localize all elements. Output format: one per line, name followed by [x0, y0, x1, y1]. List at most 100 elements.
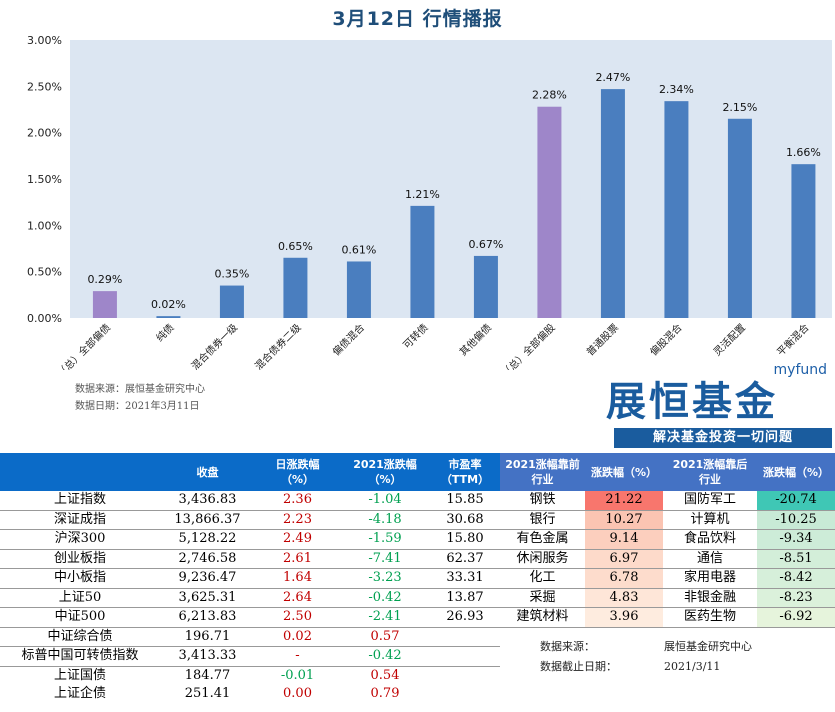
- top-change: 6.78: [585, 568, 663, 589]
- y-tick-label: 3.00%: [27, 34, 62, 47]
- logo-cn: 展恒基金: [606, 379, 778, 425]
- bar: [473, 255, 498, 318]
- index-name: 上证指数: [0, 491, 160, 511]
- close: 5,128.22: [160, 529, 255, 550]
- close: 6,213.83: [160, 607, 255, 628]
- bottom-industry: 食品饮料: [663, 529, 757, 550]
- top-industry: 建筑材料: [500, 607, 585, 628]
- data-label: 2.28%: [532, 89, 567, 102]
- index-table: 收盘 日涨跌幅 （%） 2021涨跌幅 （%） 市盈率 （TTM） 上证指数 3,436.…: [0, 453, 500, 704]
- x-tick-label: 纯债: [153, 321, 176, 344]
- industry-date-value: 2021/3/11: [664, 660, 721, 673]
- daily-change: 2.50: [255, 607, 340, 628]
- daily-change: -0.01: [280, 667, 315, 683]
- table-row: 深证成指 13,866.37 2.23 -4.18 30.68: [0, 510, 500, 530]
- table-row: 建筑材料 3.96 医药生物 -6.92: [500, 607, 835, 628]
- pe-ttm: [430, 646, 500, 667]
- table-row: 上证指数 3,436.83 2.36 -1.04 15.85: [0, 491, 500, 511]
- ytd-change: -2.41: [340, 607, 430, 628]
- close: 196.71: [160, 627, 255, 647]
- bottom-change: -8.51: [757, 549, 835, 569]
- pe-ttm: 33.31: [430, 568, 500, 589]
- logo-slogan: 解决基金投资一切问题: [614, 428, 832, 448]
- data-label: 0.65%: [278, 240, 313, 253]
- data-label: 2.34%: [659, 83, 694, 96]
- daily-change: 2.49: [255, 529, 340, 550]
- ytd-change: 0.57: [340, 627, 430, 647]
- index-header-3: 2021涨跌幅 （%）: [340, 453, 430, 491]
- y-tick-label: 1.00%: [27, 219, 62, 232]
- x-tick-label: （总）全部偏债: [54, 321, 113, 370]
- table-row: 创业板指 2,746.58 2.61 -7.41 62.37: [0, 549, 500, 569]
- data-label: 0.02%: [151, 298, 186, 311]
- daily-change: 1.64: [255, 568, 340, 589]
- pe-ttm: [430, 627, 500, 647]
- top-change: 3.96: [585, 607, 663, 628]
- ytd-change: -0.42: [340, 588, 430, 608]
- index-header-0: [0, 453, 160, 491]
- daily-change: 2.61: [255, 549, 340, 569]
- top-industry: 有色金属: [500, 529, 585, 550]
- table-row: 中小板指 9,236.47 1.64 -3.23 33.31: [0, 568, 500, 589]
- y-tick-label: 0.00%: [27, 312, 62, 325]
- ytd-change: -0.42: [340, 646, 430, 667]
- index-name: 中证综合债: [0, 627, 160, 647]
- bar: [283, 257, 308, 318]
- chart-source-note: 数据来源：展恒基金研究中心: [75, 384, 205, 395]
- bar: [664, 101, 689, 318]
- x-tick-label: （总）全部偏股: [499, 321, 558, 370]
- top-industry: 休闲服务: [500, 549, 585, 569]
- top-change: 21.22: [585, 491, 663, 511]
- x-tick-label: 偏股混合: [647, 321, 684, 358]
- bar: [346, 261, 371, 318]
- index-header-1: 收盘: [160, 453, 255, 491]
- bottom-change: -9.34: [757, 529, 835, 550]
- daily-change: -: [255, 646, 340, 667]
- top-change: 4.83: [585, 588, 663, 608]
- x-tick-label: 其他偏债: [457, 321, 494, 358]
- bottom-change: -8.23: [757, 588, 835, 608]
- bar: [219, 285, 244, 318]
- bottom-change: -20.74: [757, 491, 835, 511]
- ytd-change: -7.41: [340, 549, 430, 569]
- top-change: 6.97: [585, 549, 663, 569]
- ytd-change: 0.79: [370, 686, 400, 702]
- pe-ttm: 30.68: [430, 510, 500, 530]
- top-industry: 钢铁: [500, 491, 585, 511]
- pe-ttm: [430, 685, 500, 704]
- bar: [92, 291, 117, 318]
- chart-date-note: 数据日期：2021年3月11日: [75, 401, 200, 412]
- index-header-2: 日涨跌幅 （%）: [255, 453, 340, 491]
- bottom-change: -6.92: [757, 607, 835, 628]
- index-name: 上证国债: [53, 667, 106, 683]
- pe-ttm: 15.80: [430, 529, 500, 550]
- close: 13,866.37: [160, 510, 255, 530]
- bar: [537, 106, 562, 318]
- x-tick-label: 平衡混合: [774, 321, 811, 358]
- data-label: 2.15%: [722, 101, 757, 114]
- logo-en: myfund: [773, 362, 827, 378]
- close: 3,625.31: [160, 588, 255, 608]
- y-tick-label: 0.50%: [27, 266, 62, 279]
- pe-ttm: 13.87: [430, 588, 500, 608]
- x-tick-label: 普通股票: [584, 321, 621, 358]
- top-industry: 化工: [500, 568, 585, 589]
- data-label: 0.61%: [341, 243, 376, 256]
- bar: [410, 205, 435, 318]
- bottom-industry: 非银金融: [663, 588, 757, 608]
- y-tick-label: 1.50%: [27, 173, 62, 186]
- ytd-change: -3.23: [340, 568, 430, 589]
- table-row: 中证500 6,213.83 2.50 -2.41 26.93: [0, 607, 500, 628]
- data-label: 2.47%: [595, 71, 630, 84]
- index-name: 中小板指: [0, 568, 160, 589]
- x-tick-label: 混合债券二级: [252, 321, 304, 370]
- index-name: 标普中国可转债指数: [0, 646, 160, 667]
- top-change: 10.27: [585, 510, 663, 530]
- table-row: 中证综合债 196.71 0.02 0.57: [0, 627, 500, 647]
- daily-change: 2.64: [255, 588, 340, 608]
- y-tick-label: 2.50%: [27, 80, 62, 93]
- top-industry: 银行: [500, 510, 585, 530]
- brand-logo: myfund 展恒基金 解决基金投资一切问题: [598, 362, 835, 450]
- data-label: 0.29%: [87, 273, 122, 286]
